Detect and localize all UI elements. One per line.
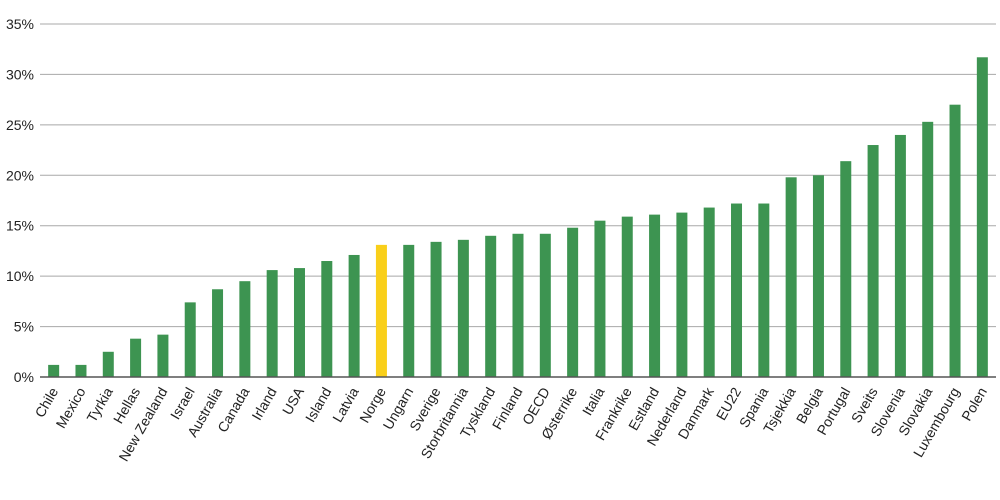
bar-13 (403, 244, 415, 377)
x-category-label: Polen (958, 385, 990, 424)
bar-21 (621, 216, 633, 377)
bar-6 (212, 289, 224, 377)
bar-1 (75, 364, 87, 377)
bar-33 (949, 104, 961, 377)
bar-19 (567, 227, 579, 377)
bar-9 (293, 268, 305, 377)
x-category-label: Irland (248, 385, 279, 423)
bar-31 (894, 134, 906, 377)
grid-lines (40, 23, 996, 328)
bar-32 (922, 121, 934, 378)
bar-3 (130, 338, 142, 377)
bar-10 (321, 261, 333, 377)
y-tick-label: 25% (6, 117, 34, 133)
bar-7 (239, 281, 251, 377)
bar-11 (348, 254, 360, 377)
bar-4 (157, 334, 169, 377)
bar-24 (703, 207, 715, 377)
bar-23 (676, 212, 688, 377)
bar-16 (485, 235, 497, 377)
bar-12 (375, 244, 387, 377)
bars (48, 57, 988, 378)
bar-26 (758, 203, 770, 377)
bar-17 (512, 233, 524, 377)
y-tick-label: 30% (6, 66, 34, 82)
y-tick-label: 15% (6, 218, 34, 234)
bar-15 (457, 239, 469, 377)
bar-20 (594, 220, 606, 377)
y-tick-label: 35% (6, 16, 34, 32)
bar-22 (649, 214, 661, 377)
y-tick-label: 10% (6, 268, 34, 284)
y-tick-label: 20% (6, 167, 34, 183)
bar-30 (867, 145, 879, 377)
y-tick-label: 5% (14, 319, 34, 335)
bar-5 (184, 302, 196, 377)
bar-28 (812, 175, 824, 377)
bar-25 (731, 203, 743, 377)
y-axis-ticks: 0% 5% 10% 15% 20% 25% 30% 35% (6, 16, 34, 385)
bar-8 (266, 270, 278, 377)
bar-18 (539, 233, 551, 377)
y-tick-label: 0% (14, 369, 34, 385)
x-category-label: Island (302, 385, 335, 425)
x-category-label: Italia (579, 384, 608, 418)
bar-34 (976, 57, 988, 377)
bar-29 (840, 161, 852, 377)
bar-14 (430, 241, 442, 377)
bar-0 (48, 364, 60, 377)
x-category-label: USA (279, 384, 308, 418)
bar-27 (785, 177, 797, 377)
bar-2 (102, 351, 114, 377)
